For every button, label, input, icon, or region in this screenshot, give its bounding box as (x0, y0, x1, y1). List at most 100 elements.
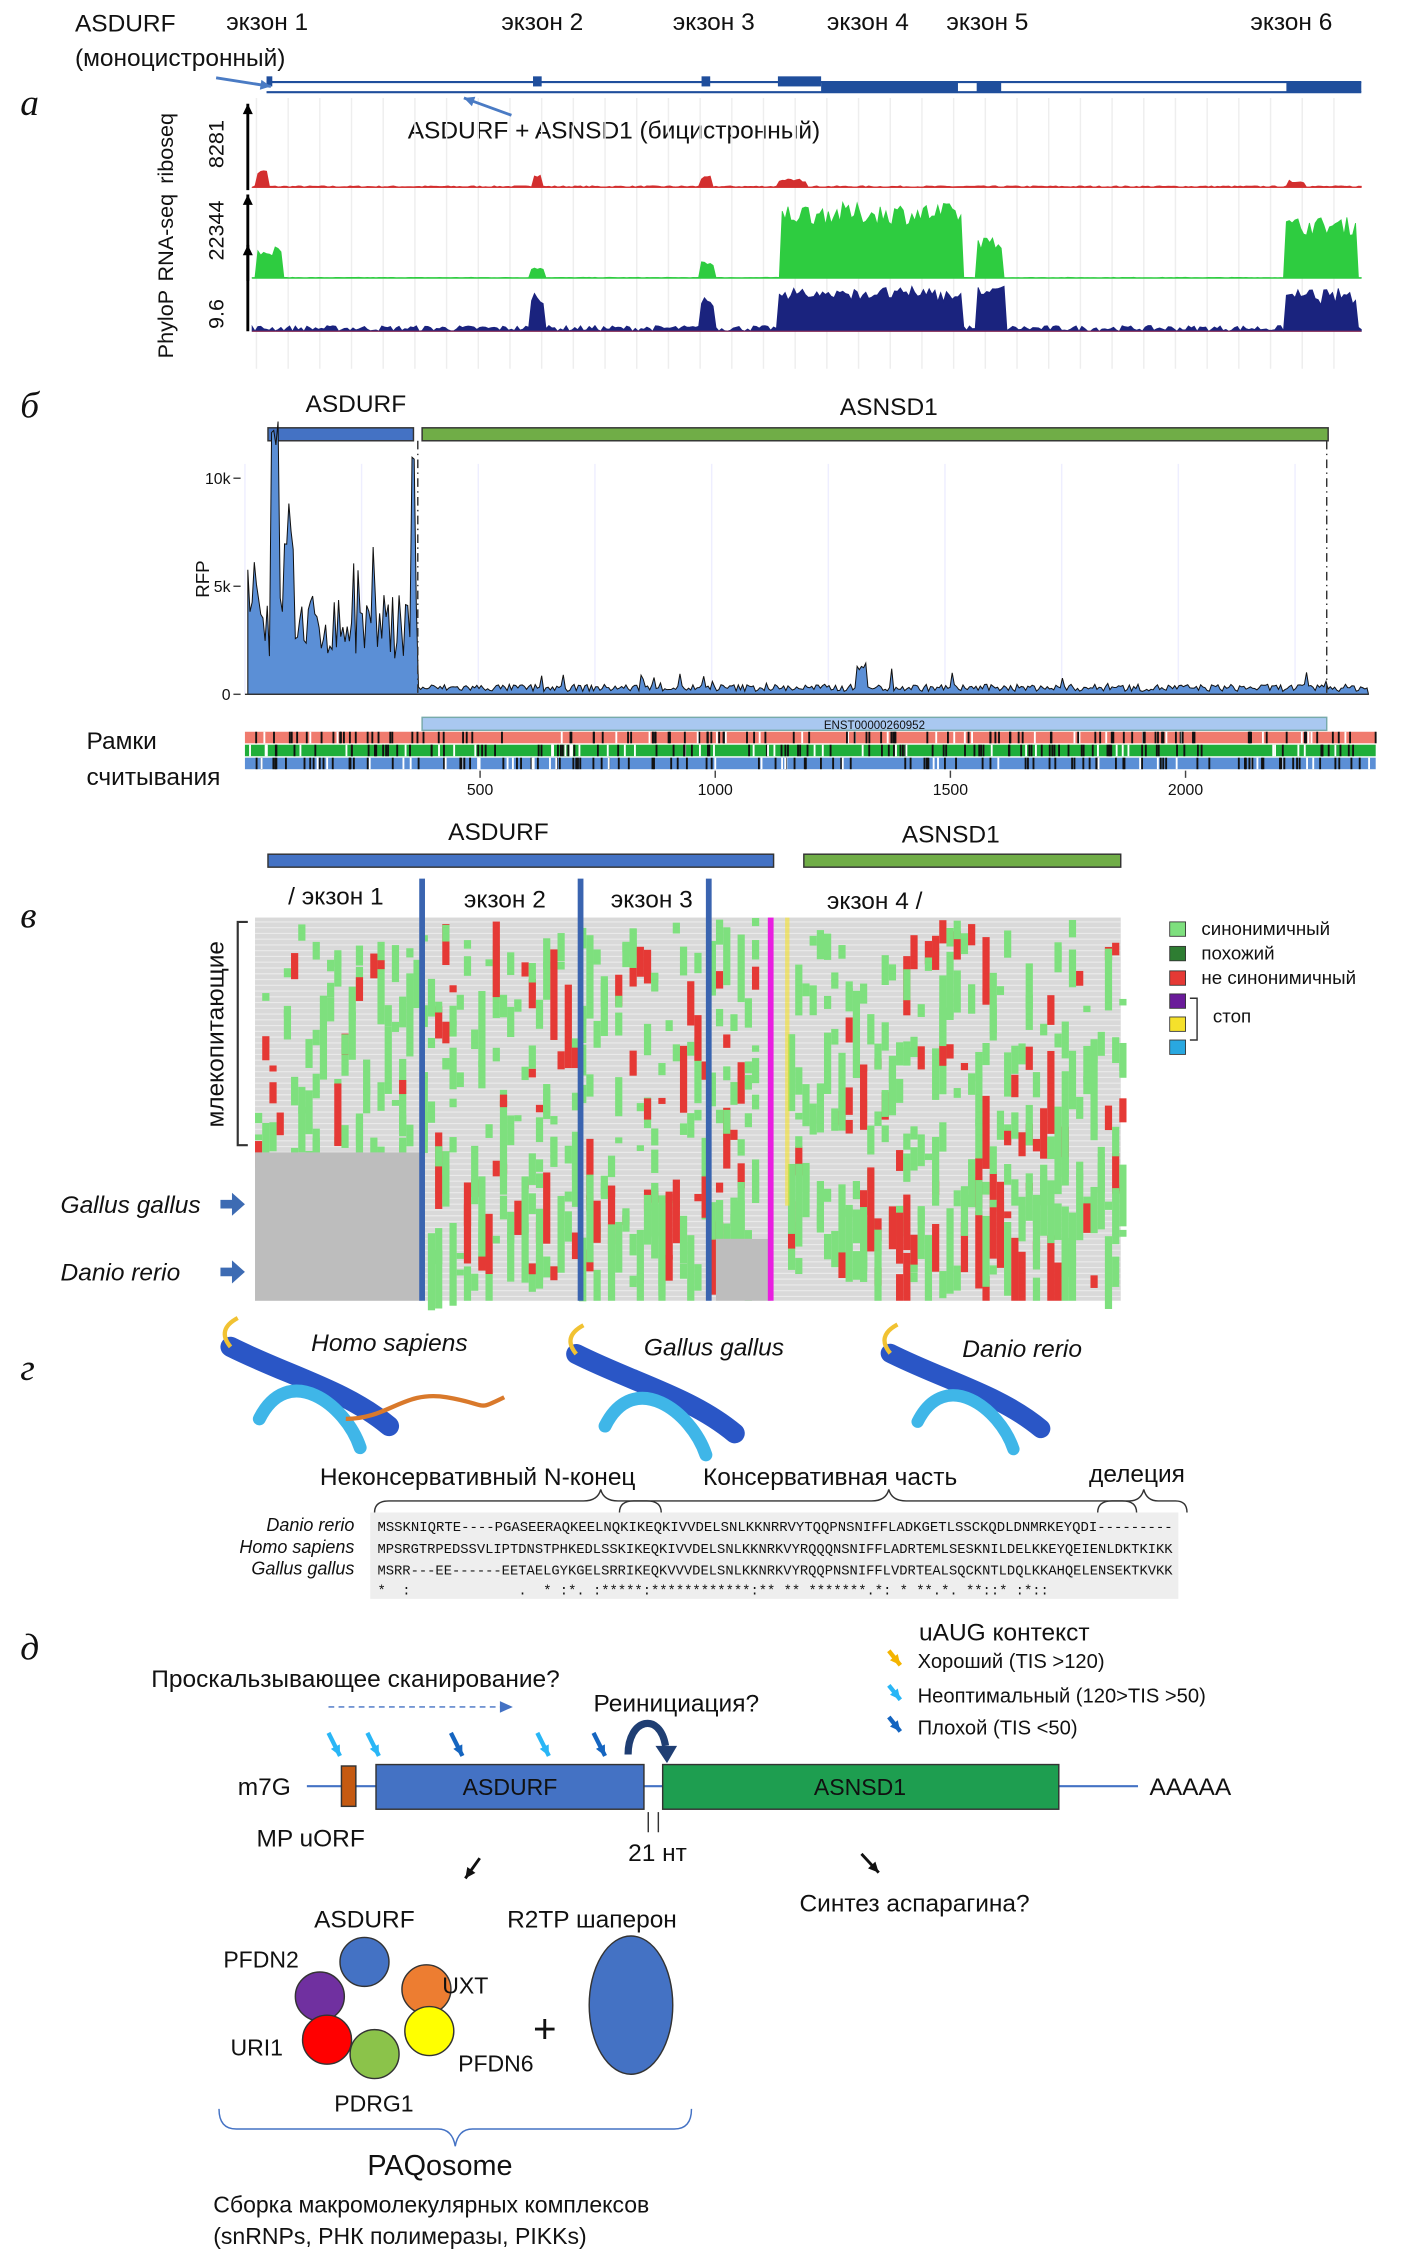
msa-cell (550, 949, 558, 1040)
msa-cell (413, 976, 421, 1009)
transcript-id: ENST00000260952 (824, 720, 925, 732)
msa-cell (283, 968, 292, 978)
msa-cell (982, 1215, 990, 1287)
msa-cell (737, 1139, 745, 1156)
msa-cell (442, 1057, 450, 1070)
frame-tick (947, 731, 949, 744)
msa-cell (334, 1078, 342, 1087)
frame-tick (1157, 731, 1159, 744)
msa-cell (399, 996, 407, 1028)
msa-cell (982, 1042, 990, 1066)
msa-cell (694, 1264, 702, 1291)
msa-cell (1025, 1104, 1033, 1146)
frame-tick (1017, 731, 1020, 744)
msa-cell (1076, 1096, 1084, 1119)
msa-cell (932, 1224, 940, 1272)
msa-cell (1054, 946, 1062, 962)
frame-tick (765, 744, 768, 757)
msa-cell (564, 1145, 572, 1164)
msa-cell (607, 1155, 616, 1178)
msa-cell (924, 1153, 933, 1161)
msa-cell (658, 1232, 666, 1301)
protein-helix (566, 1343, 745, 1444)
frame-tick (753, 731, 756, 744)
frame-tick (382, 744, 385, 757)
msa-cell (607, 1185, 616, 1197)
frame-tick (927, 757, 930, 770)
msa-cell (528, 1193, 536, 1214)
msa-cell (751, 1045, 760, 1052)
msa-cell (939, 920, 947, 944)
frame-tick (1162, 731, 1165, 744)
msa-cell (615, 1137, 623, 1144)
msa-cell (283, 1010, 292, 1040)
frame-tick (385, 744, 388, 757)
frame-tick (887, 744, 890, 757)
msa-cell (939, 1271, 947, 1299)
frame-tick (901, 744, 904, 757)
panel-letter: а (20, 83, 39, 124)
frame-tick (579, 757, 582, 770)
msa-cell (355, 1117, 364, 1188)
msa-cell (600, 1183, 608, 1199)
orf-label: ASDURF (463, 1774, 558, 1800)
frame-tick (615, 731, 618, 744)
protein-loop (882, 1322, 899, 1355)
msa-cell (881, 955, 889, 985)
frame-tick (1122, 757, 1125, 770)
frame-tick (465, 731, 468, 744)
signal (251, 170, 1362, 188)
msa-cell (903, 969, 911, 1001)
legend-bracket (1189, 997, 1198, 1041)
panel-letter: д (20, 1627, 39, 1668)
frame-tick (314, 744, 317, 757)
frame-tick (1115, 744, 1118, 757)
frame-tick (326, 757, 329, 770)
frame-tick (1296, 757, 1298, 770)
frame-tick (746, 731, 748, 744)
frame-tick (784, 744, 787, 757)
msa-cell (845, 1204, 853, 1282)
protein-helix (220, 1336, 400, 1437)
msa-cell (319, 995, 328, 1080)
alignment-box (370, 1512, 1179, 1599)
frame-tick (813, 744, 816, 757)
msa-cell (744, 1061, 752, 1074)
frame-tick (774, 757, 777, 770)
msa-cell (694, 1109, 702, 1121)
msa-cell (730, 1082, 738, 1105)
msa-cell (939, 1043, 947, 1066)
msa-cell (348, 986, 356, 1060)
msa-cell (535, 1208, 544, 1289)
frame-tick (780, 744, 783, 757)
msa-cell (348, 1011, 356, 1021)
msa-cell (881, 1125, 889, 1143)
track-name: riboseq (153, 113, 178, 184)
frame-tick (698, 744, 701, 757)
arrow-head (259, 79, 271, 90)
frame-tick (342, 731, 345, 744)
frame-tick (892, 744, 895, 757)
msa-cell (665, 1020, 673, 1032)
frame-tick (648, 731, 651, 744)
frame-tick (904, 757, 907, 770)
reinit-arrow (624, 1719, 670, 1755)
msa-cell (896, 1205, 904, 1219)
track-scale: 9.6 (203, 299, 228, 329)
frame-tick (377, 731, 380, 744)
function-label: (snRNPs, РНК полимеразы, PIKKs) (213, 2223, 586, 2249)
msa-cell (881, 1090, 889, 1117)
msa-cell (751, 1159, 760, 1204)
frame-tick (1049, 731, 1052, 744)
frame-tick (963, 731, 966, 744)
msa-cell (1018, 1206, 1026, 1242)
arrow-head (330, 1744, 341, 1756)
frame-tick (549, 757, 551, 770)
frame-tick (1192, 731, 1194, 744)
arrow-head (465, 1867, 476, 1879)
frame-tick (1142, 731, 1145, 744)
msa-cell (975, 1118, 983, 1127)
msa-cell (1097, 1031, 1105, 1056)
msa-cell (723, 927, 731, 986)
frame-tick (1175, 757, 1178, 770)
